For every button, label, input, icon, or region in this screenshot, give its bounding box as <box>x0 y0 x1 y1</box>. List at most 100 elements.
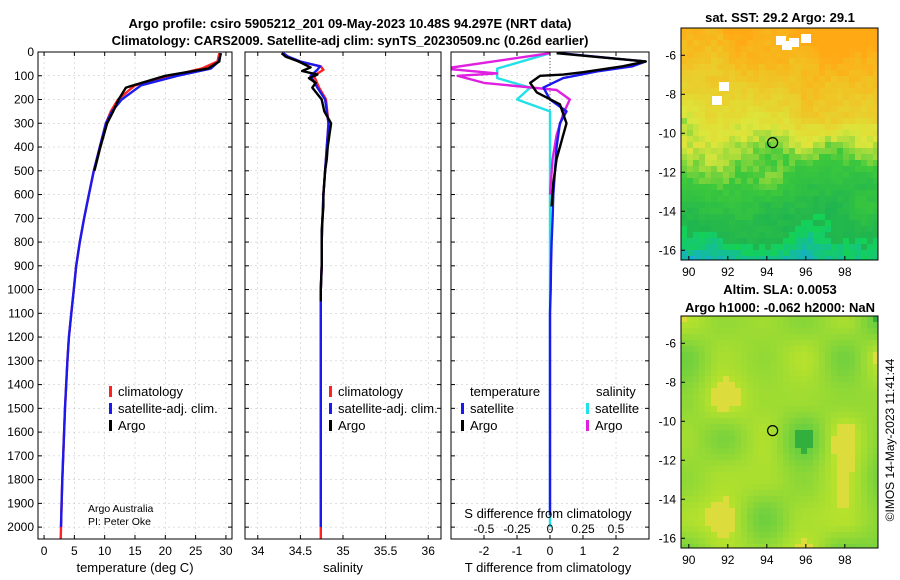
heatmap-cell <box>849 328 856 335</box>
heatmap-cell <box>873 244 878 251</box>
heatmap-cell <box>723 436 730 443</box>
heatmap-cell <box>717 370 724 377</box>
heatmap-cell <box>801 82 808 89</box>
heatmap-cell <box>693 544 700 548</box>
heatmap-cell <box>765 202 772 209</box>
heatmap-cell <box>771 160 778 167</box>
heatmap-cell <box>855 448 862 455</box>
heatmap-cell <box>777 532 784 539</box>
heatmap-cell <box>693 94 700 101</box>
heatmap-cell <box>795 238 802 245</box>
heatmap-cell <box>693 334 700 341</box>
heatmap-cell <box>747 238 754 245</box>
heatmap-cell <box>759 220 766 227</box>
heatmap-cell <box>741 394 748 401</box>
heatmap-cell <box>861 472 868 479</box>
heatmap-cell <box>831 532 838 539</box>
heatmap-cell <box>861 88 868 95</box>
heatmap-cell <box>801 466 808 473</box>
heatmap-cell <box>771 340 778 347</box>
heatmap-cell <box>705 52 712 59</box>
heatmap-cell <box>705 496 712 503</box>
heatmap-cell <box>741 28 748 35</box>
heatmap-cell <box>789 478 796 485</box>
heatmap-cell <box>711 106 718 113</box>
heatmap-cell <box>807 106 814 113</box>
heatmap-cell <box>723 232 730 239</box>
heatmap-cell <box>849 496 856 503</box>
heatmap-cell <box>735 448 742 455</box>
heatmap-cell <box>777 52 784 59</box>
heatmap-cell <box>825 52 832 59</box>
heatmap-cell <box>831 100 838 107</box>
heatmap-cell <box>795 532 802 539</box>
heatmap-cell <box>723 118 730 125</box>
heatmap-cell <box>741 190 748 197</box>
heatmap-cell <box>699 52 706 59</box>
heatmap-cell <box>687 472 694 479</box>
heatmap-cell <box>681 64 688 71</box>
heatmap-cell <box>789 454 796 461</box>
heatmap-cell <box>729 136 736 143</box>
heatmap-cell <box>867 232 874 239</box>
heatmap-cell <box>873 436 878 443</box>
heatmap-cell <box>711 352 718 359</box>
heatmap-cell <box>837 418 844 425</box>
heatmap-cell <box>735 478 742 485</box>
heatmap-cell <box>855 352 862 359</box>
heatmap-cell <box>861 424 868 431</box>
heatmap-cell <box>825 172 832 179</box>
heatmap-cell <box>819 160 826 167</box>
heatmap-cell <box>765 184 772 191</box>
heatmap-cell <box>789 124 796 131</box>
heatmap-cell <box>789 508 796 515</box>
heatmap-cell <box>783 58 790 65</box>
heatmap-cell <box>831 442 838 449</box>
heatmap-cell <box>861 538 868 545</box>
heatmap-cell <box>801 220 808 227</box>
heatmap-cell <box>867 46 874 53</box>
heatmap-cell <box>867 484 874 491</box>
heatmap-cell <box>741 316 748 323</box>
heatmap-cell <box>789 484 796 491</box>
heatmap-cell <box>759 256 766 260</box>
heatmap-cell <box>831 232 838 239</box>
heatmap-cell <box>729 460 736 467</box>
heatmap-cell <box>789 46 796 53</box>
heatmap-cell <box>771 46 778 53</box>
heatmap-cell <box>825 328 832 335</box>
heatmap-cell <box>753 490 760 497</box>
heatmap-cell <box>777 394 784 401</box>
legend-swatch-s-argo <box>586 420 589 431</box>
heatmap-cell <box>867 196 874 203</box>
heatmap-cell <box>783 316 790 323</box>
heatmap-cell <box>873 460 878 467</box>
heatmap-cell <box>687 226 694 233</box>
heatmap-cell <box>843 250 850 257</box>
heatmap-cell <box>819 394 826 401</box>
heatmap-cell <box>789 544 796 548</box>
heatmap-cell <box>717 238 724 245</box>
heatmap-cell <box>759 472 766 479</box>
heatmap-cell <box>807 352 814 359</box>
heatmap-cell <box>789 466 796 473</box>
heatmap-cell <box>753 40 760 47</box>
heatmap-cell <box>747 70 754 77</box>
heatmap-cell <box>759 58 766 65</box>
heatmap-cell <box>807 376 814 383</box>
heatmap-cell <box>807 448 814 455</box>
heatmap-cell <box>801 214 808 221</box>
heatmap-cell <box>681 196 688 203</box>
legend-label-argo: Argo <box>338 418 365 433</box>
heatmap-cell <box>861 64 868 71</box>
heatmap-cell <box>765 520 772 527</box>
heatmap-cell <box>825 388 832 395</box>
heatmap-cell <box>699 538 706 545</box>
heatmap-cell <box>687 172 694 179</box>
heatmap-cell <box>777 484 784 491</box>
heatmap-cell <box>837 166 844 173</box>
heatmap-cell <box>825 184 832 191</box>
heatmap-cell <box>825 130 832 137</box>
heatmap-cell <box>705 112 712 119</box>
